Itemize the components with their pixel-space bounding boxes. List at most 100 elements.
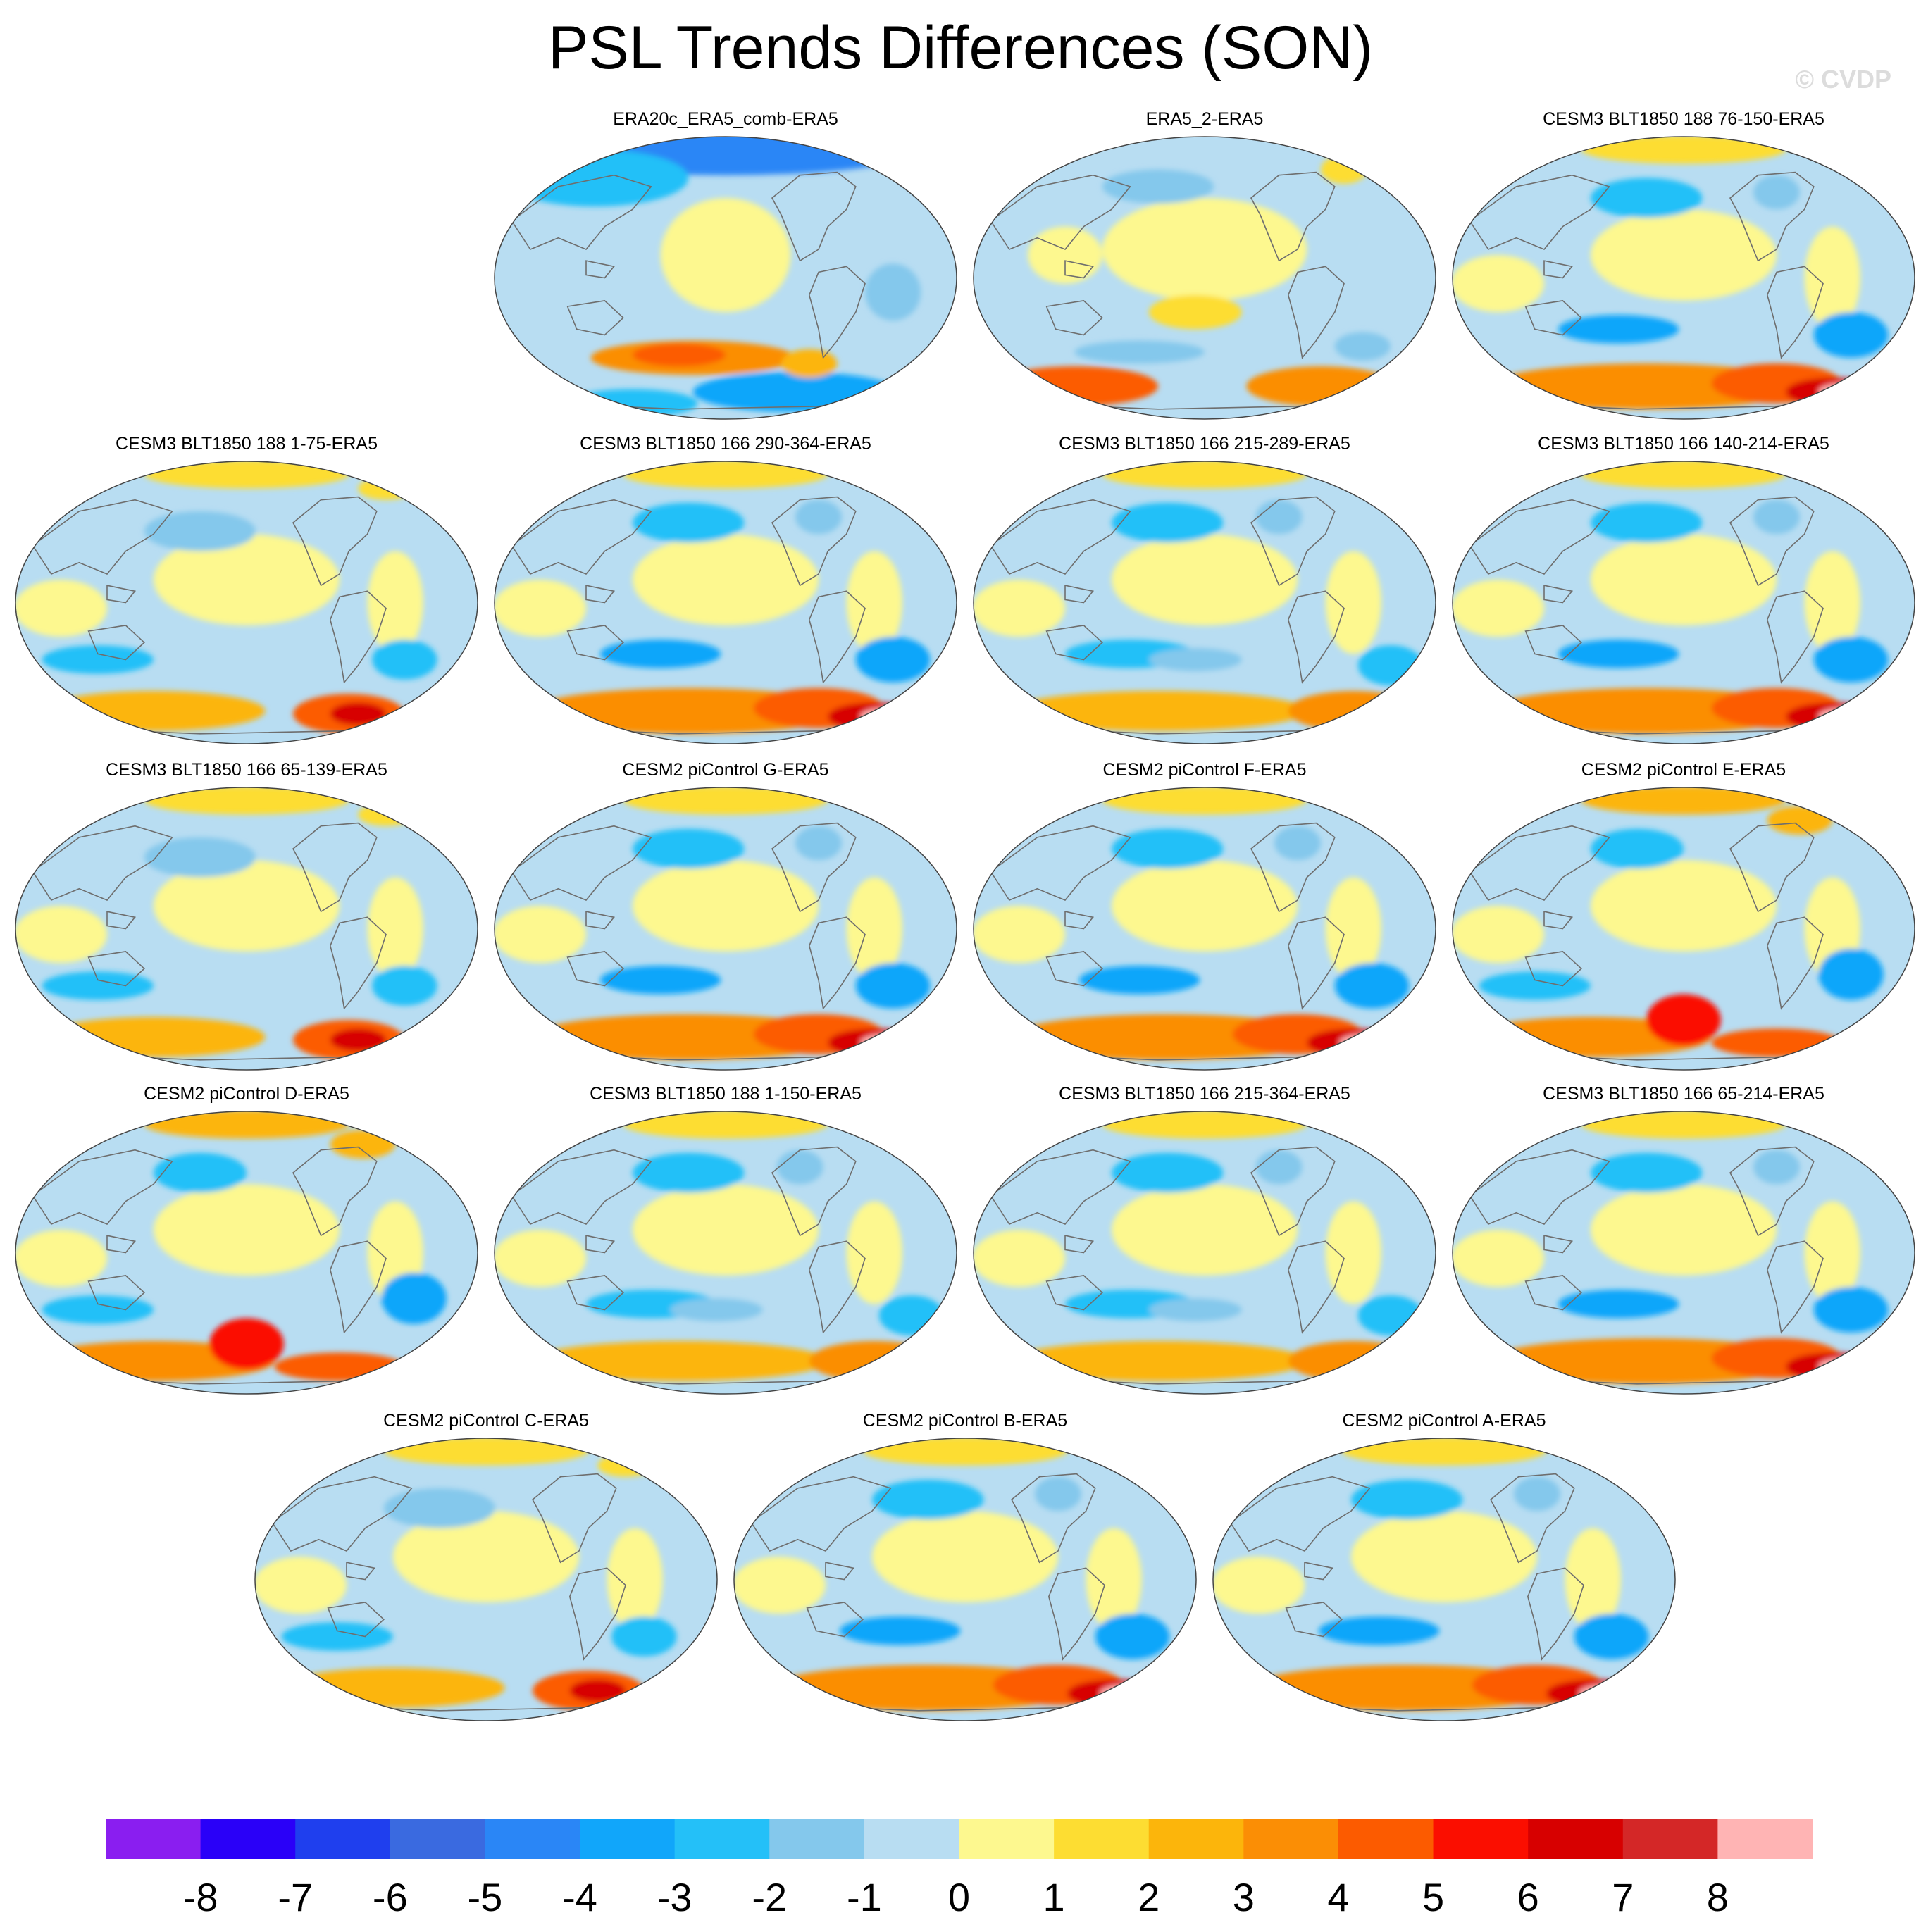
colorbar-tick-label: -4 <box>562 1875 597 1919</box>
contour-region <box>1351 1511 1537 1602</box>
contour-region <box>1334 332 1391 361</box>
contour-region <box>1148 294 1242 330</box>
coastline <box>1527 1567 1584 1661</box>
contour-region <box>1453 1230 1544 1288</box>
globe-border <box>973 787 1436 1071</box>
contour-region <box>502 149 689 207</box>
contour-region <box>623 461 828 489</box>
colorbar-swatch <box>674 1819 770 1859</box>
contour-region <box>633 502 745 543</box>
colorbar-tick-label: 0 <box>947 1875 971 1919</box>
contour-region <box>1753 1149 1800 1185</box>
contour-region <box>781 349 838 378</box>
coastline <box>346 1562 376 1581</box>
coastline <box>1469 174 1610 250</box>
contour-region <box>633 1184 819 1276</box>
colorbar-swatch <box>1243 1819 1339 1859</box>
contour-region <box>1753 175 1800 210</box>
contour-region <box>1112 502 1224 543</box>
contour-region <box>1100 1685 1147 1702</box>
panel-title: CESM2 piControl A-ERA5 <box>1342 1411 1546 1431</box>
coastline <box>87 1275 145 1311</box>
coastline <box>585 1235 616 1254</box>
coastline <box>511 825 652 901</box>
contour-region <box>1078 966 1200 995</box>
contour-region <box>623 787 828 815</box>
contour-region <box>1112 828 1224 869</box>
coastline <box>1287 916 1345 1010</box>
contour-region <box>1546 1679 1640 1708</box>
contour-region <box>1479 971 1591 1000</box>
contour-region <box>154 534 340 625</box>
globe-border <box>15 1111 478 1395</box>
globe-border <box>494 136 957 420</box>
coastline <box>990 499 1131 575</box>
contour-region <box>367 877 423 980</box>
coastline <box>808 1240 866 1334</box>
panel-title: CESM3 BLT1850 166 65-139-ERA5 <box>106 760 387 780</box>
contour-region <box>865 263 921 321</box>
panel-title: CESM2 piControl G-ERA5 <box>622 760 829 780</box>
contour-region <box>1351 1479 1463 1520</box>
coastline <box>771 1146 857 1237</box>
colorbar-swatch <box>959 1819 1055 1859</box>
coastline <box>531 1473 617 1564</box>
contour-region <box>1767 806 1833 835</box>
contour-region <box>1255 1149 1303 1185</box>
coastline <box>329 1240 387 1334</box>
coastline <box>1543 260 1574 279</box>
cvdp-watermark: © CVDP <box>1795 65 1891 94</box>
panel-title: CESM3 BLT1850 188 1-75-ERA5 <box>116 434 378 454</box>
contour-region <box>1804 226 1860 330</box>
contour-region <box>974 580 1065 637</box>
contour-region <box>974 1230 1065 1288</box>
contour-region <box>1112 1152 1224 1193</box>
contour-region <box>1804 551 1860 654</box>
contour-region <box>1334 963 1410 1009</box>
panel-title: CESM3 BLT1850 166 65-214-ERA5 <box>1543 1084 1824 1104</box>
colorbar-tick-label: 2 <box>1138 1875 1160 1919</box>
contour-region <box>1565 1528 1621 1631</box>
contour-region <box>633 534 819 625</box>
contour-region <box>381 1272 447 1324</box>
globe-map <box>254 1438 718 1721</box>
contour-region <box>990 366 1158 406</box>
coastline <box>1045 1275 1103 1311</box>
panel-title: CESM3 BLT1850 166 215-289-ERA5 <box>1059 434 1350 454</box>
contour-region <box>828 702 921 731</box>
panel-title: ERA20c_ERA5_comb-ERA5 <box>613 109 838 129</box>
coastline <box>511 1149 652 1225</box>
contour-region <box>872 1479 984 1520</box>
coastline <box>1766 1240 1824 1334</box>
contour-region <box>495 1230 586 1288</box>
contour-region <box>1591 1184 1777 1276</box>
colorbar-swatch <box>1338 1819 1434 1859</box>
contour-region <box>1581 787 1786 815</box>
colorbar-tick-label: 7 <box>1612 1875 1634 1919</box>
contour-region <box>1574 1614 1649 1659</box>
colorbar-tick-label: -3 <box>657 1875 692 1919</box>
coastline <box>808 590 866 684</box>
contour-region <box>1711 1028 1842 1057</box>
globe-map <box>494 1111 957 1395</box>
coastline <box>1543 911 1574 930</box>
contour-region <box>1453 906 1544 964</box>
panel-title: CESM2 piControl F-ERA5 <box>1102 760 1307 780</box>
contour-region <box>495 906 586 964</box>
contour-region <box>393 1511 579 1602</box>
contour-region <box>1274 825 1321 861</box>
coastline <box>1766 590 1824 684</box>
globe-border <box>1452 136 1915 420</box>
contour-region <box>660 198 791 313</box>
contour-region <box>1325 877 1381 980</box>
coastline <box>1250 171 1336 262</box>
contour-region <box>42 645 154 674</box>
contour-region <box>1813 312 1889 358</box>
globe-border <box>733 1438 1197 1721</box>
coastline <box>771 171 857 262</box>
coastline <box>585 260 616 279</box>
contour-region <box>383 1438 589 1466</box>
contour-region <box>144 1111 349 1139</box>
contour-region <box>1112 534 1298 625</box>
coastline <box>1287 1240 1345 1334</box>
